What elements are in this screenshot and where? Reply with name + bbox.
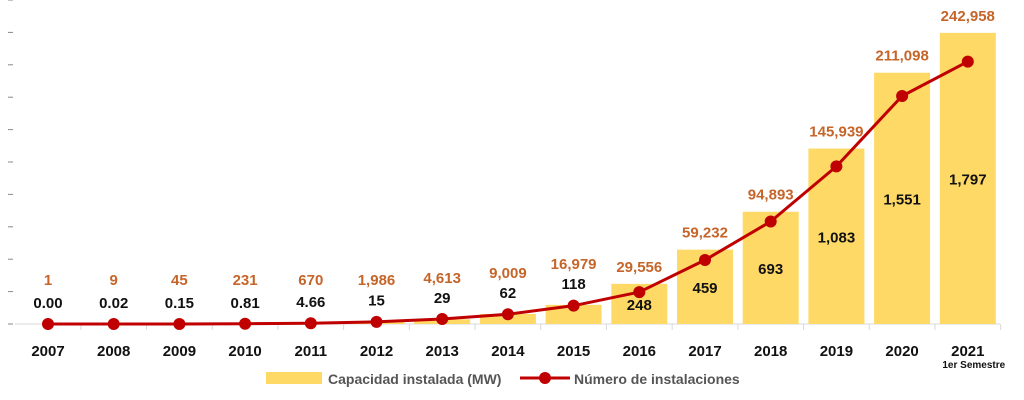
line-point-2019 xyxy=(830,160,843,173)
line-point-2014 xyxy=(501,308,514,321)
legend-swatch-bar xyxy=(266,372,322,384)
bar-value-label: 0.02 xyxy=(99,295,128,312)
bar-2021 xyxy=(939,32,996,325)
x-tick-label: 2011 xyxy=(295,343,328,360)
bar-value-label: 1,083 xyxy=(818,229,856,246)
data-labels: 0.00 1 0.02 9 0.15 45 0.81 231 4.66 670 15 1,986 29 4… xyxy=(33,8,995,314)
bar-2018 xyxy=(742,211,799,324)
legend-label-line: Número de instalaciones xyxy=(574,371,740,387)
line-value-label: 9 xyxy=(110,272,118,289)
bar-value-label: 0.15 xyxy=(165,295,194,312)
x-tick-label: 2019 xyxy=(820,343,853,360)
line-value-label: 670 xyxy=(298,272,323,289)
bar-value-label: 1,797 xyxy=(949,171,987,188)
line-point-2008 xyxy=(107,317,120,330)
line-value-label: 29,556 xyxy=(616,259,662,276)
line-value-label: 1 xyxy=(44,272,52,289)
line-point-2010 xyxy=(239,317,252,330)
bars xyxy=(85,32,996,325)
line-point-2018 xyxy=(764,215,777,228)
x-tick-label: 2017 xyxy=(688,343,721,360)
line-value-label: 145,939 xyxy=(809,124,863,141)
x-tick-label: 2008 xyxy=(97,343,130,360)
x-tick-label: 2021 xyxy=(951,343,984,360)
bar-value-label: 693 xyxy=(758,261,783,278)
bar-value-label: 15 xyxy=(368,293,385,310)
line-value-label: 16,979 xyxy=(551,256,597,273)
bar-2015 xyxy=(545,304,602,324)
line-point-2017 xyxy=(699,254,711,267)
line-series xyxy=(42,55,974,330)
x-tick-label: 2015 xyxy=(557,343,590,360)
bar-value-label: 118 xyxy=(561,276,585,293)
line-value-label: 1,986 xyxy=(358,272,396,289)
line-value-label: 9,009 xyxy=(489,265,527,282)
x-tick-sublabel: 1er Semestre xyxy=(942,360,1005,371)
x-tick-label: 2009 xyxy=(163,343,196,360)
x-tick-label: 2012 xyxy=(360,343,393,360)
line-point-2007 xyxy=(42,317,54,330)
x-tick-label: 2013 xyxy=(426,343,459,360)
line-value-label: 4,613 xyxy=(423,270,461,287)
line-point-2015 xyxy=(567,299,580,312)
legend-label-bar: Capacidad instalada (MW) xyxy=(328,371,501,387)
legend-swatch-marker xyxy=(539,372,551,384)
bar-value-label: 459 xyxy=(692,280,717,297)
line-point-2013 xyxy=(436,313,449,326)
line-point-2009 xyxy=(173,317,186,330)
x-tick-label: 2018 xyxy=(754,343,787,360)
line-value-label: 231 xyxy=(233,272,258,289)
bar-value-label: 62 xyxy=(500,285,517,302)
line-point-2020 xyxy=(896,90,909,103)
x-tick-label: 2020 xyxy=(885,343,918,360)
line-value-label: 211,098 xyxy=(875,48,928,65)
legend: Capacidad instalada (MW) Número de insta… xyxy=(266,371,740,387)
line-point-2021 xyxy=(961,55,974,68)
bar-value-label: 0.81 xyxy=(230,295,259,312)
bar-value-label: 248 xyxy=(627,297,652,314)
line-value-label: 45 xyxy=(171,272,188,289)
x-tick-label: 2014 xyxy=(491,343,525,360)
x-tick-label: 2007 xyxy=(31,343,64,360)
x-tick-label: 2010 xyxy=(228,343,261,360)
bar-value-label: 1,551 xyxy=(883,191,921,208)
line-value-label: 94,893 xyxy=(748,187,794,204)
bar-value-label: 4.66 xyxy=(296,294,325,311)
bar-value-label: 29 xyxy=(434,290,451,307)
line-value-label: 59,232 xyxy=(682,225,728,242)
line-value-label: 242,958 xyxy=(941,8,995,25)
line-point-2011 xyxy=(304,317,317,330)
bar-value-label: 0.00 xyxy=(33,295,62,312)
bar-2019 xyxy=(808,148,865,324)
line-point-2016 xyxy=(633,286,646,299)
x-axis-ticks: 2007 2008 2009 2010 2011 2012 2013 2014 2015 2016… xyxy=(31,343,1005,371)
x-tick-label: 2016 xyxy=(623,343,656,360)
line-point-2012 xyxy=(370,315,383,328)
